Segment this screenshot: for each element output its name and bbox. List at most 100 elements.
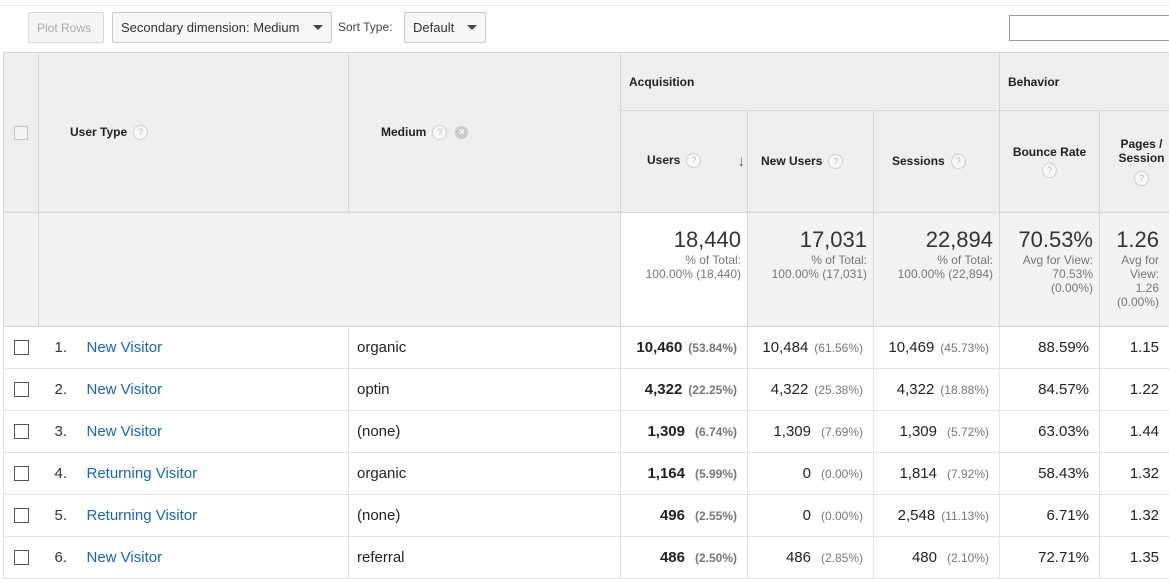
header-pages-session[interactable]: Pages / Session ? [1100,111,1169,213]
secondary-dimension-dropdown[interactable]: Secondary dimension: Medium [112,12,332,43]
toolbar-divider [0,5,1169,6]
new-users-header-label: New Users [761,154,822,168]
user-type-link[interactable]: New Visitor [87,381,163,398]
summary-new-users: 17,031 % of Total: 100.00% (17,031) [748,213,874,327]
new-users-percent: (7.69%) [817,425,863,439]
secondary-dimension-label: Secondary dimension: Medium [121,20,299,35]
users-cell: 1,309 (6.74%) [621,411,748,453]
summary-pages-session-label: Avg for [1106,253,1159,267]
user-type-link[interactable]: New Visitor [87,423,163,440]
help-icon[interactable]: ? [133,125,148,140]
help-icon[interactable]: ? [1042,163,1057,178]
behavior-group-label: Behavior [1008,75,1059,89]
search-input[interactable] [1009,15,1169,41]
new-users-cell: 0(0.00%) [748,495,874,537]
header-bounce-rate[interactable]: Bounce Rate ? [1000,111,1100,213]
table-row: 3.New Visitor (none) 1,309(6.74%) 1,309(… [4,411,1169,453]
users-cell: 486(2.50%) [621,537,748,579]
new-users-cell: 0(0.00%) [748,453,874,495]
medium-cell: referral [349,537,621,579]
user-type-link[interactable]: New Visitor [87,339,163,356]
row-checkbox[interactable] [14,550,29,565]
pages-session-cell: 1.15 [1100,327,1169,369]
header-new-users[interactable]: New Users? [748,111,874,213]
users-value: 1,309 [647,423,685,440]
row-checkbox[interactable] [14,340,29,355]
bounce-rate-cell: 72.71% [1000,537,1100,579]
help-icon[interactable]: ? [1134,171,1149,186]
remove-dimension-icon[interactable]: × [455,126,468,139]
summary-sessions-label: % of Total: [880,253,993,267]
summary-bounce-rate-label: Avg for View: [1006,253,1093,267]
bounce-rate-cell: 63.03% [1000,411,1100,453]
row-checkbox[interactable] [14,382,29,397]
user-type-link[interactable]: New Visitor [87,549,163,566]
help-icon[interactable]: ? [951,154,966,169]
acquisition-group-label: Acquisition [629,75,694,89]
row-number: 6. [39,549,85,566]
header-behavior-group: Behavior [1000,53,1169,111]
user-type-link[interactable]: Returning Visitor [87,507,198,524]
medium-cell: (none) [349,495,621,537]
summary-sessions-value: 22,894 [880,227,993,253]
row-checkbox[interactable] [14,424,29,439]
users-value: 1,164 [647,465,685,482]
sessions-percent: (18.88%) [940,383,989,397]
users-cell: 10,460(53.84%) [621,327,748,369]
summary-pages-session: 1.26 Avg for View: 1.26 (0.00%) [1100,213,1169,327]
row-number: 1. [39,339,85,356]
header-users[interactable]: Users?↓ [621,111,748,213]
summary-users-value: 18,440 [627,227,741,253]
medium-header-label: Medium [381,125,426,139]
row-number: 3. [39,423,85,440]
summary-new-users-label: % of Total: [754,253,867,267]
summary-bounce-rate: 70.53% Avg for View: 70.53% (0.00%) [1000,213,1100,327]
summary-users-label: % of Total: [627,253,741,267]
help-icon[interactable]: ? [828,154,843,169]
header-acquisition-group: Acquisition [621,53,1000,111]
sessions-value: 1,309 [899,423,937,440]
row-checkbox[interactable] [14,466,29,481]
header-user-type[interactable]: User Type? [39,53,349,213]
sort-type-dropdown[interactable]: Default [404,12,486,43]
header-sessions[interactable]: Sessions? [874,111,1000,213]
select-all-checkbox[interactable] [14,126,28,140]
sessions-value: 480 [912,549,937,566]
medium-cell: organic [349,453,621,495]
help-icon[interactable]: ? [686,153,701,168]
sessions-cell: 1,814 (7.92%) [874,453,1000,495]
header-select-all-cell [4,53,39,213]
sort-descending-icon: ↓ [738,153,746,170]
bounce-rate-header-label: Bounce Rate [1000,145,1099,159]
summary-bounce-rate-delta: (0.00%) [1006,281,1093,295]
summary-new-users-value: 17,031 [754,227,867,253]
new-users-percent: (61.56%) [814,341,863,355]
sort-type-label: Sort Type: [338,20,392,34]
row-number: 5. [39,507,85,524]
bounce-rate-cell: 88.59% [1000,327,1100,369]
report-table: User Type? Medium? × Acquisition Behavior… [3,52,1169,579]
sessions-value: 4,322 [897,381,935,398]
new-users-value: 0 [803,507,811,524]
users-percent: (6.74%) [691,425,737,439]
sessions-percent: (7.92%) [943,467,989,481]
header-medium[interactable]: Medium? × [349,53,621,213]
sessions-header-label: Sessions [892,154,945,168]
row-checkbox[interactable] [14,508,29,523]
sessions-cell: 480(2.10%) [874,537,1000,579]
new-users-cell: 486(2.85%) [748,537,874,579]
help-icon[interactable]: ? [432,125,447,140]
summary-pages-session-delta: (0.00%) [1106,295,1159,309]
table-row: 6.New Visitor referral 486(2.50%) 486(2.… [4,537,1169,579]
bounce-rate-cell: 84.57% [1000,369,1100,411]
sessions-percent: (5.72%) [943,425,989,439]
sessions-value: 1,814 [899,465,937,482]
pages-session-header-label: Pages / Session [1112,137,1169,165]
plot-rows-button[interactable]: Plot Rows [28,12,104,43]
user-type-link[interactable]: Returning Visitor [87,465,198,482]
new-users-value: 10,484 [762,339,808,356]
new-users-percent: (2.85%) [817,551,863,565]
sort-type-value: Default [413,20,454,35]
pages-session-cell: 1.35 [1100,537,1169,579]
sessions-cell: 1,309 (5.72%) [874,411,1000,453]
